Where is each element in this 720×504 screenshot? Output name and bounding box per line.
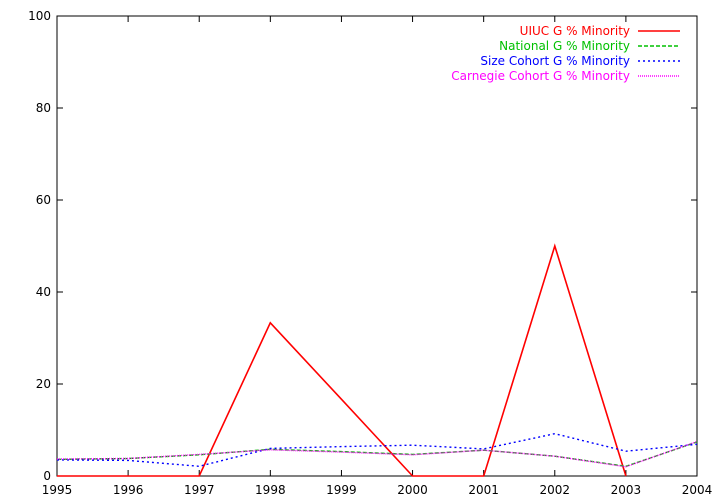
x-tick-label: 2001 (468, 483, 499, 497)
legend-label: UIUC G % Minority (520, 24, 630, 38)
series-layer (56, 243, 698, 477)
series-line-4 (56, 440, 698, 468)
x-axis: 1995 1996 1997 1998 1999 2000 2001 2002 2003 2004 (42, 16, 713, 497)
x-tick-label: 1995 (42, 483, 73, 497)
series-line-3 (56, 432, 698, 468)
y-tick-label: 60 (36, 193, 51, 207)
x-tick-label: 1998 (255, 483, 286, 497)
legend-label: Carnegie Cohort G % Minority (451, 69, 630, 83)
x-tick-label: 1996 (113, 483, 144, 497)
x-tick-label: 1999 (326, 483, 357, 497)
x-tick-label: 2003 (611, 483, 642, 497)
y-tick-label: 0 (43, 469, 51, 483)
legend-label: National G % Minority (499, 39, 630, 53)
x-tick-label: 2004 (682, 483, 713, 497)
y-tick-label: 20 (36, 377, 51, 391)
y-tick-label: 100 (28, 9, 51, 23)
y-tick-label: 40 (36, 285, 51, 299)
x-tick-label: 1997 (184, 483, 215, 497)
x-tick-label: 2002 (540, 483, 571, 497)
plot-frame (56, 15, 698, 477)
series-line-1 (57, 243, 627, 477)
x-tick-label: 2000 (397, 483, 428, 497)
y-axis: 0 20 40 60 80 100 (28, 9, 697, 483)
legend-label: Size Cohort G % Minority (480, 54, 630, 68)
y-tick-label: 80 (36, 101, 51, 115)
